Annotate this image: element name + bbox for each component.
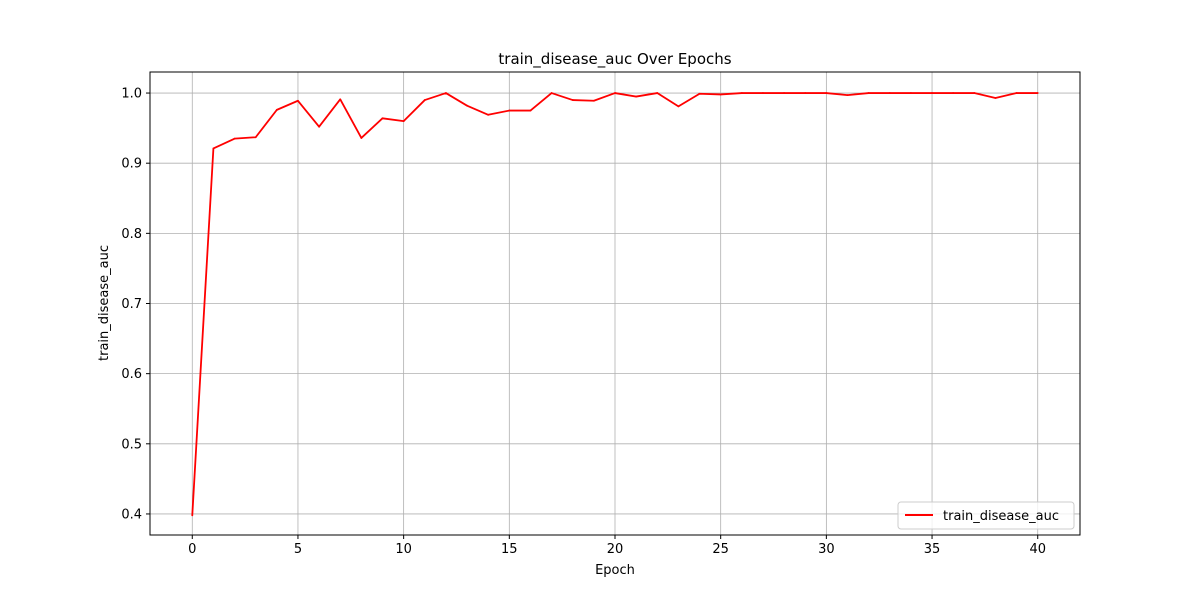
data-point bbox=[910, 92, 912, 94]
data-point bbox=[318, 125, 320, 128]
data-point bbox=[275, 108, 278, 111]
data-point bbox=[614, 92, 616, 94]
y-axis-title: train_disease_auc bbox=[97, 245, 112, 361]
legend: train_disease_auc bbox=[897, 501, 1075, 530]
y-tick-label: 0.5 bbox=[121, 437, 142, 452]
data-point bbox=[783, 92, 785, 94]
legend-label: train_disease_auc bbox=[943, 509, 1059, 524]
data-point bbox=[339, 98, 342, 101]
series-layer bbox=[191, 92, 1039, 517]
data-point bbox=[466, 104, 468, 107]
x-tick-label: 0 bbox=[188, 542, 196, 557]
x-tick-label: 15 bbox=[501, 542, 518, 557]
data-point bbox=[740, 92, 743, 94]
data-point bbox=[719, 93, 722, 96]
x-axis-title: Epoch bbox=[595, 563, 635, 578]
data-point bbox=[888, 92, 891, 94]
data-point bbox=[952, 92, 955, 94]
data-point bbox=[804, 92, 807, 94]
data-point bbox=[592, 99, 595, 102]
data-point bbox=[825, 92, 828, 94]
y-tick-label: 0.8 bbox=[121, 227, 142, 242]
data-point bbox=[635, 95, 638, 98]
x-tick-label: 35 bbox=[924, 542, 941, 557]
data-point bbox=[212, 147, 215, 150]
axis-ticks: 0 5 10 15 20 25 30 35 40 0.4 0.5 0.6 0.7 0.8 0.9 1.0 bbox=[121, 87, 1046, 557]
legend-box bbox=[897, 501, 1075, 530]
data-point bbox=[846, 94, 849, 97]
data-point bbox=[762, 92, 764, 94]
data-point bbox=[529, 109, 532, 112]
chart-title: train_disease_auc Over Epochs bbox=[498, 50, 731, 69]
data-point bbox=[571, 99, 574, 101]
y-tick-label: 0.9 bbox=[121, 157, 142, 172]
data-point bbox=[1036, 92, 1039, 94]
x-tick-label: 25 bbox=[712, 542, 729, 557]
data-point bbox=[445, 92, 447, 94]
data-point bbox=[1015, 92, 1018, 94]
data-point bbox=[254, 136, 257, 139]
data-point bbox=[233, 137, 236, 140]
x-tick-label: 30 bbox=[818, 542, 835, 557]
data-point bbox=[487, 113, 490, 116]
data-point bbox=[973, 92, 976, 94]
data-point bbox=[867, 92, 870, 94]
y-tick-label: 0.6 bbox=[121, 367, 142, 382]
data-point bbox=[677, 105, 680, 108]
data-point bbox=[508, 109, 511, 112]
data-point bbox=[656, 92, 659, 94]
x-tick-label: 5 bbox=[294, 542, 302, 557]
data-point bbox=[360, 137, 363, 139]
data-point bbox=[381, 117, 384, 120]
data-point bbox=[191, 514, 194, 517]
data-point bbox=[994, 97, 997, 99]
y-tick-label: 1.0 bbox=[121, 87, 142, 102]
data-point bbox=[550, 92, 553, 94]
y-tick-label: 0.4 bbox=[121, 507, 142, 522]
y-tick-label: 0.7 bbox=[121, 297, 142, 312]
x-tick-label: 10 bbox=[395, 542, 412, 557]
data-point bbox=[297, 99, 299, 102]
x-tick-label: 20 bbox=[607, 542, 624, 557]
data-point bbox=[931, 92, 933, 94]
data-point bbox=[402, 120, 405, 123]
x-tick-label: 40 bbox=[1029, 542, 1046, 557]
data-point bbox=[423, 99, 426, 101]
data-point bbox=[698, 92, 701, 95]
